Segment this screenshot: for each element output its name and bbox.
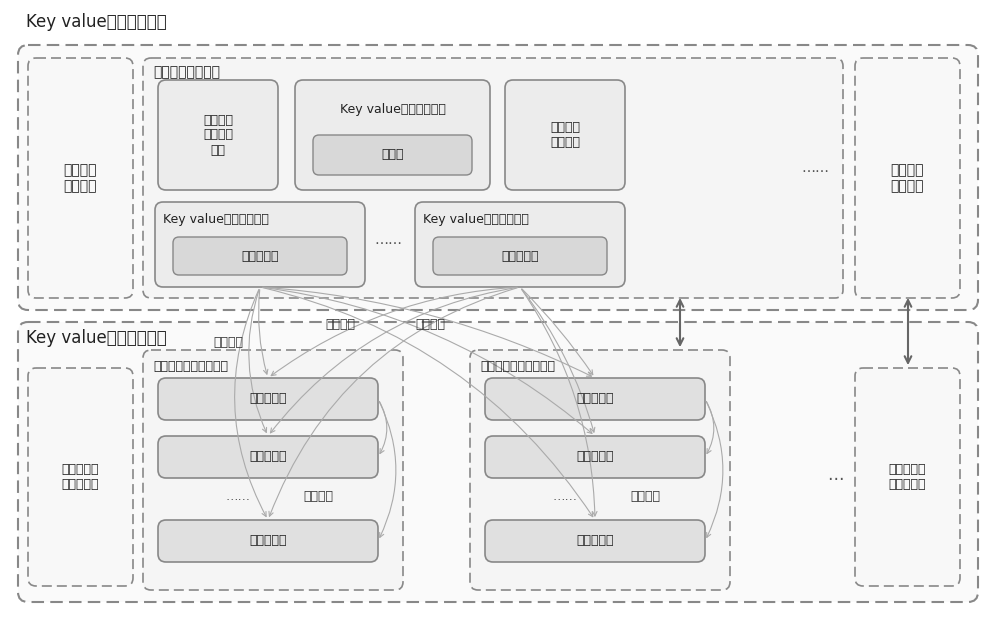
Text: Key value访问代理集群: Key value访问代理集群 xyxy=(26,13,167,31)
Text: …: … xyxy=(827,466,843,484)
FancyBboxPatch shape xyxy=(470,350,730,590)
Text: 从存储节点: 从存储节点 xyxy=(249,535,287,548)
Text: 主存储节点: 主存储节点 xyxy=(249,392,287,406)
Text: 数据读取: 数据读取 xyxy=(415,319,445,332)
Text: ……: …… xyxy=(552,491,578,504)
FancyBboxPatch shape xyxy=(485,436,705,478)
FancyBboxPatch shape xyxy=(433,237,607,275)
Text: 数据写入: 数据写入 xyxy=(213,335,243,348)
Text: 从存储节点: 从存储节点 xyxy=(576,450,614,463)
Text: 数据访问
代理节点: 数据访问 代理节点 xyxy=(64,163,97,193)
Text: 连接池: 连接池 xyxy=(381,148,404,161)
FancyBboxPatch shape xyxy=(313,135,472,175)
FancyBboxPatch shape xyxy=(18,45,978,310)
FancyBboxPatch shape xyxy=(485,520,705,562)
FancyBboxPatch shape xyxy=(28,368,133,586)
Text: 从存储节点: 从存储节点 xyxy=(576,535,614,548)
FancyBboxPatch shape xyxy=(143,350,403,590)
Text: Key value存储分组模块: Key value存储分组模块 xyxy=(163,214,269,227)
FancyBboxPatch shape xyxy=(295,80,490,190)
FancyBboxPatch shape xyxy=(415,202,625,287)
Text: 数据写入: 数据写入 xyxy=(325,319,355,332)
Text: 数据存储分片复制集群: 数据存储分片复制集群 xyxy=(153,360,228,373)
Text: 数据访问
代理节点: 数据访问 代理节点 xyxy=(891,163,924,193)
Text: 存储节点
健康检测
模块: 存储节点 健康检测 模块 xyxy=(203,114,233,156)
FancyBboxPatch shape xyxy=(158,520,378,562)
FancyBboxPatch shape xyxy=(173,237,347,275)
Text: Key value数据存储集群: Key value数据存储集群 xyxy=(26,329,167,347)
FancyBboxPatch shape xyxy=(155,202,365,287)
Text: ……: …… xyxy=(374,233,402,247)
Text: 存储分组
配置模块: 存储分组 配置模块 xyxy=(550,121,580,149)
Text: 主存储节点: 主存储节点 xyxy=(576,392,614,406)
FancyBboxPatch shape xyxy=(158,436,378,478)
Text: 数据存储分
片复制集群: 数据存储分 片复制集群 xyxy=(889,463,926,491)
Text: 一致性哈希: 一致性哈希 xyxy=(501,250,539,263)
FancyBboxPatch shape xyxy=(855,368,960,586)
Text: Key value数据存取模块: Key value数据存取模块 xyxy=(340,104,445,117)
Text: 实时复制: 实时复制 xyxy=(630,491,660,504)
FancyBboxPatch shape xyxy=(28,58,133,298)
Text: ……: …… xyxy=(226,491,250,504)
Text: 数据存储分片复制集群: 数据存储分片复制集群 xyxy=(480,360,555,373)
Text: 数据存储分
片复制集群: 数据存储分 片复制集群 xyxy=(62,463,99,491)
FancyBboxPatch shape xyxy=(158,378,378,420)
FancyBboxPatch shape xyxy=(855,58,960,298)
FancyBboxPatch shape xyxy=(143,58,843,298)
FancyBboxPatch shape xyxy=(485,378,705,420)
Text: ……: …… xyxy=(801,161,829,175)
Text: 从存储节点: 从存储节点 xyxy=(249,450,287,463)
FancyBboxPatch shape xyxy=(158,80,278,190)
FancyBboxPatch shape xyxy=(505,80,625,190)
Text: 实时复制: 实时复制 xyxy=(303,491,333,504)
Text: Key value存储分组模块: Key value存储分组模块 xyxy=(423,214,529,227)
FancyBboxPatch shape xyxy=(18,322,978,602)
Text: 数据访问代理节点: 数据访问代理节点 xyxy=(153,65,220,79)
Text: 一致性哈希: 一致性哈希 xyxy=(241,250,279,263)
